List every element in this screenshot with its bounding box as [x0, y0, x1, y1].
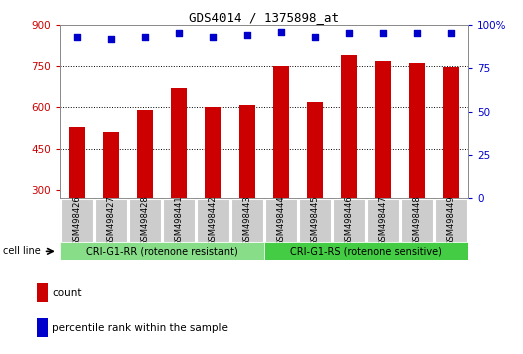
FancyBboxPatch shape — [163, 199, 196, 242]
Bar — [410, 63, 425, 198]
Point — [379, 30, 388, 36]
Bar — [104, 132, 119, 198]
Bar — [240, 105, 255, 198]
Text: GSM498446: GSM498446 — [345, 195, 354, 246]
Point — [141, 34, 150, 40]
Text: GSM498442: GSM498442 — [209, 195, 218, 246]
Point — [345, 30, 354, 36]
FancyBboxPatch shape — [401, 199, 434, 242]
Text: count: count — [52, 287, 82, 298]
FancyBboxPatch shape — [333, 199, 366, 242]
Text: GSM498444: GSM498444 — [277, 195, 286, 246]
Text: GSM498427: GSM498427 — [107, 195, 116, 246]
Text: GSM498448: GSM498448 — [413, 195, 422, 246]
Bar — [444, 68, 459, 198]
Text: percentile rank within the sample: percentile rank within the sample — [52, 322, 228, 332]
Point — [175, 30, 184, 36]
Bar — [274, 66, 289, 198]
Text: CRI-G1-RR (rotenone resistant): CRI-G1-RR (rotenone resistant) — [86, 246, 238, 256]
FancyBboxPatch shape — [299, 199, 332, 242]
FancyBboxPatch shape — [435, 199, 468, 242]
Text: GSM498426: GSM498426 — [73, 195, 82, 246]
Text: GSM498449: GSM498449 — [447, 195, 456, 246]
FancyBboxPatch shape — [61, 199, 94, 242]
Text: GSM498443: GSM498443 — [243, 195, 252, 246]
Bar — [342, 55, 357, 198]
FancyBboxPatch shape — [367, 199, 400, 242]
Text: cell line: cell line — [3, 246, 40, 256]
Title: GDS4014 / 1375898_at: GDS4014 / 1375898_at — [189, 11, 339, 24]
Bar — [206, 107, 221, 198]
Bar — [264, 242, 468, 260]
Text: GSM498445: GSM498445 — [311, 195, 320, 246]
Point — [73, 34, 82, 40]
Point — [243, 32, 252, 38]
FancyBboxPatch shape — [265, 199, 298, 242]
Point — [209, 34, 218, 40]
FancyBboxPatch shape — [231, 199, 264, 242]
Bar — [172, 88, 187, 198]
Bar — [308, 102, 323, 198]
Point — [447, 30, 456, 36]
Point — [413, 30, 422, 36]
Point — [311, 34, 320, 40]
Bar — [376, 61, 391, 198]
FancyBboxPatch shape — [95, 199, 128, 242]
Point — [277, 29, 286, 35]
Text: GSM498447: GSM498447 — [379, 195, 388, 246]
Bar — [60, 242, 264, 260]
Bar — [70, 127, 85, 198]
Text: GSM498428: GSM498428 — [141, 195, 150, 246]
FancyBboxPatch shape — [197, 199, 230, 242]
Text: GSM498441: GSM498441 — [175, 195, 184, 246]
Text: CRI-G1-RS (rotenone sensitive): CRI-G1-RS (rotenone sensitive) — [290, 246, 442, 256]
FancyBboxPatch shape — [129, 199, 162, 242]
Point — [107, 36, 116, 41]
Bar — [138, 110, 153, 198]
